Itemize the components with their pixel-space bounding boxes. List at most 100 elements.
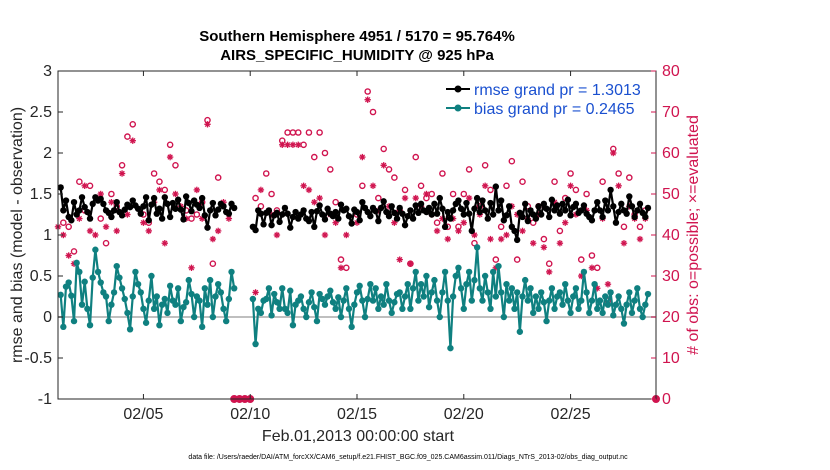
obs-possible-point (124, 133, 131, 140)
bias-point (449, 293, 457, 300)
bias-point (415, 297, 422, 304)
bias-point (359, 297, 366, 304)
bias-point (124, 309, 131, 317)
rmse-point (428, 211, 435, 218)
bias-point (89, 274, 96, 281)
obs-evaluated-stroke (172, 191, 179, 197)
obs-possible-point (150, 170, 158, 177)
y-right-tick-label: 80 (662, 63, 680, 80)
rmse-point (356, 217, 363, 224)
rmse-point (626, 193, 633, 200)
obs-evaluated-point (92, 231, 99, 239)
bias-point (94, 268, 102, 276)
obs-evaluated-stroke (290, 142, 296, 148)
rmse-point (497, 197, 505, 204)
obs-evaluated-stroke (530, 240, 536, 246)
bias-point (385, 297, 393, 304)
rmse-point (335, 215, 342, 222)
obs-evaluated-point (289, 141, 297, 148)
rmse-point (634, 207, 641, 214)
obs-possible-point (209, 260, 217, 268)
bias-point (265, 285, 273, 292)
bias-point (86, 322, 94, 329)
obs-possible-point (327, 166, 334, 173)
rmse-point (495, 207, 502, 214)
rmse-point (185, 199, 193, 207)
y-tick-label: 1.5 (30, 186, 52, 203)
bias-point (452, 272, 459, 280)
bias-point (599, 309, 606, 317)
bias-point (492, 293, 500, 300)
obs-evaluated-stroke (215, 228, 221, 234)
rmse-point (471, 205, 478, 212)
rmse-point (161, 194, 168, 201)
obs-evaluated-point (204, 121, 211, 128)
bias-point (639, 313, 646, 321)
obs-possible-point (70, 248, 78, 255)
bias-point (137, 289, 144, 296)
rmse-point (324, 205, 331, 212)
rmse-point (113, 199, 120, 206)
obs-evaluated-stroke (610, 150, 616, 156)
obs-evaluated-point (497, 235, 505, 243)
obs-possible-point (433, 219, 441, 226)
obs-evaluated-point (156, 186, 163, 194)
obs-possible-point (588, 252, 596, 259)
obs-possible-point (417, 182, 425, 190)
obs-evaluated-stroke (461, 220, 467, 226)
rmse-point (476, 208, 484, 216)
data-file-footer: data file: /Users/raeder/DAI/ATM_forcXX/… (188, 454, 628, 461)
bias-point (436, 313, 443, 321)
obs-evaluated-stroke (471, 232, 478, 238)
rmse-point (532, 215, 540, 222)
obs-possible-point (172, 161, 179, 169)
rmse-point (578, 207, 585, 214)
bias-point (204, 301, 211, 308)
rmse-point (521, 200, 529, 208)
rmse-point (140, 203, 147, 210)
bias-point (503, 281, 510, 288)
rmse-point (439, 205, 446, 212)
bias-point (65, 279, 72, 286)
obs-evaluated-stroke (167, 154, 173, 160)
bias-point (311, 303, 318, 311)
rmse-point (644, 204, 652, 212)
obs-evaluated-point (465, 194, 473, 202)
obs-evaluated-stroke (407, 261, 414, 267)
rmse-point (524, 217, 532, 225)
obs-evaluated-point (481, 182, 489, 189)
y-axis-right-label: # of obs: o=possible; ×=evaluated (685, 115, 702, 355)
obs-evaluated-stroke (466, 195, 472, 201)
bias-point (420, 293, 427, 300)
obs-evaluated-point (503, 231, 510, 239)
obs-evaluated-stroke (546, 269, 552, 275)
y-tick-label: -1 (38, 391, 52, 408)
obs-possible-point (626, 174, 633, 181)
bias-series (57, 244, 652, 352)
bias-point (489, 268, 497, 276)
bias-point (134, 281, 142, 288)
rmse-point (81, 203, 88, 211)
y-tick-label: 3 (43, 63, 52, 80)
obs-possible-point (492, 256, 500, 263)
rmse-point (225, 210, 233, 217)
y-right-tick-label: 70 (662, 104, 680, 121)
bias-point (644, 290, 652, 298)
bias-point (60, 323, 67, 331)
obs-evaluated-stroke (370, 183, 376, 189)
bias-point (556, 289, 564, 296)
rmse-point (457, 205, 465, 212)
obs-evaluated-point (487, 235, 494, 243)
rmse-point (174, 196, 182, 203)
bias-point (596, 297, 604, 304)
obs-evaluated-stroke (146, 228, 152, 234)
x-axis-label: Feb.01,2013 00:00:00 start (262, 428, 455, 445)
obs-evaluated-point (129, 137, 136, 144)
bias-point (500, 313, 508, 321)
bias-point (351, 301, 358, 308)
bias-point (538, 289, 545, 296)
obs-possible-point (129, 121, 137, 128)
obs-possible-point (551, 178, 558, 185)
bias-point (407, 305, 414, 312)
obs-possible-point (359, 182, 366, 190)
